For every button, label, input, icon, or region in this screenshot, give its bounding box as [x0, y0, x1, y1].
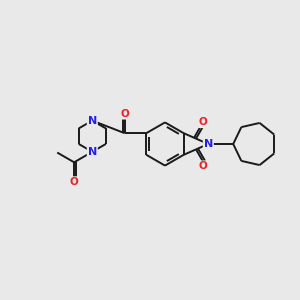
Text: O: O: [199, 161, 208, 171]
Text: O: O: [199, 117, 208, 127]
Text: O: O: [120, 109, 129, 119]
Text: N: N: [88, 116, 97, 126]
Text: O: O: [70, 177, 79, 187]
Text: N: N: [204, 139, 213, 149]
Text: N: N: [88, 147, 97, 157]
